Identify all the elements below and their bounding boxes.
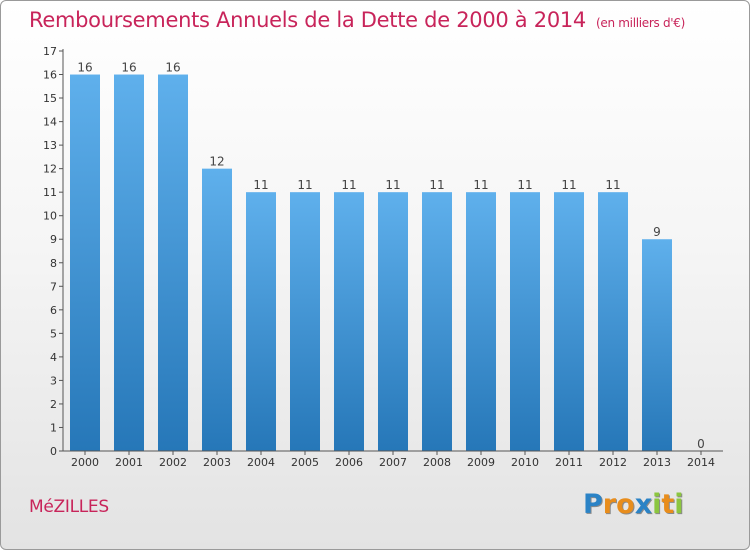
x-tick-label-2006: 2006 — [335, 456, 363, 469]
y-tick-label-0: 0 — [50, 445, 57, 458]
y-tick-label-1: 1 — [50, 421, 57, 434]
value-label-2001: 16 — [121, 61, 136, 75]
x-tick-label-2001: 2001 — [115, 456, 143, 469]
value-label-2009: 11 — [473, 178, 488, 192]
logo-letter: o — [616, 489, 635, 520]
logo-letter: t — [661, 489, 675, 520]
y-tick-label-7: 7 — [50, 280, 57, 293]
value-label-2011: 11 — [561, 178, 576, 192]
chart-title: Remboursements Annuels de la Dette de 20… — [29, 8, 685, 32]
bar-2013 — [642, 239, 672, 451]
value-label-2005: 11 — [297, 178, 312, 192]
value-label-2013: 9 — [653, 225, 661, 239]
y-tick-label-5: 5 — [50, 327, 57, 340]
y-tick-label-17: 17 — [43, 45, 57, 58]
y-tick-label-15: 15 — [43, 92, 57, 105]
x-tick-label-2012: 2012 — [599, 456, 627, 469]
proxiti-logo: Proxiti — [583, 489, 684, 520]
x-tick-label-2011: 2011 — [555, 456, 583, 469]
commune-name: MéZILLES — [29, 497, 109, 517]
bar-2000 — [70, 74, 100, 451]
value-label-2014: 0 — [697, 437, 705, 451]
value-label-2002: 16 — [165, 61, 180, 75]
y-tick-label-14: 14 — [43, 116, 57, 129]
y-tick-label-16: 16 — [43, 69, 57, 82]
bar-2009 — [466, 192, 496, 452]
x-tick-label-2003: 2003 — [203, 456, 231, 469]
y-tick-label-13: 13 — [43, 139, 57, 152]
bar-2003 — [202, 168, 232, 451]
x-tick-label-2002: 2002 — [159, 456, 187, 469]
y-tick-label-2: 2 — [50, 398, 57, 411]
logo-letter: x — [634, 489, 653, 520]
bar-2012 — [598, 192, 628, 452]
bar-2001 — [114, 74, 144, 451]
bar-2008 — [422, 192, 452, 452]
value-label-2007: 11 — [385, 178, 400, 192]
x-tick-label-2014: 2014 — [687, 456, 715, 469]
y-tick-label-3: 3 — [50, 374, 57, 387]
value-label-2003: 12 — [209, 155, 224, 169]
bar-2005 — [290, 192, 320, 452]
x-tick-label-2007: 2007 — [379, 456, 407, 469]
value-label-2004: 11 — [253, 178, 268, 192]
logo-letter: i — [674, 489, 684, 520]
y-tick-label-6: 6 — [50, 304, 57, 317]
value-label-2000: 16 — [77, 61, 92, 75]
logo-letter: i — [652, 489, 662, 520]
title-text: Remboursements Annuels de la Dette de 20… — [29, 8, 586, 32]
value-label-2010: 11 — [517, 178, 532, 192]
y-tick-label-8: 8 — [50, 257, 57, 270]
logo-letter: r — [602, 489, 617, 520]
value-label-2012: 11 — [605, 178, 620, 192]
y-tick-label-12: 12 — [43, 163, 57, 176]
bar-2010 — [510, 192, 540, 452]
y-tick-label-9: 9 — [50, 233, 57, 246]
x-tick-label-2013: 2013 — [643, 456, 671, 469]
y-tick-label-4: 4 — [50, 351, 57, 364]
x-tick-label-2005: 2005 — [291, 456, 319, 469]
bar-2006 — [334, 192, 364, 452]
bar-2011 — [554, 192, 584, 452]
chart-subtitle: (en milliers d'€) — [596, 16, 686, 30]
bar-2004 — [246, 192, 276, 452]
logo-letter: P — [583, 489, 603, 520]
bar-2007 — [378, 192, 408, 452]
x-tick-label-2010: 2010 — [511, 456, 539, 469]
x-tick-label-2009: 2009 — [467, 456, 495, 469]
x-tick-label-2008: 2008 — [423, 456, 451, 469]
y-tick-label-10: 10 — [43, 210, 57, 223]
value-label-2008: 11 — [429, 178, 444, 192]
y-tick-label-11: 11 — [43, 186, 57, 199]
x-tick-label-2004: 2004 — [247, 456, 275, 469]
value-label-2006: 11 — [341, 178, 356, 192]
bar-2002 — [158, 74, 188, 451]
x-tick-label-2000: 2000 — [71, 456, 99, 469]
